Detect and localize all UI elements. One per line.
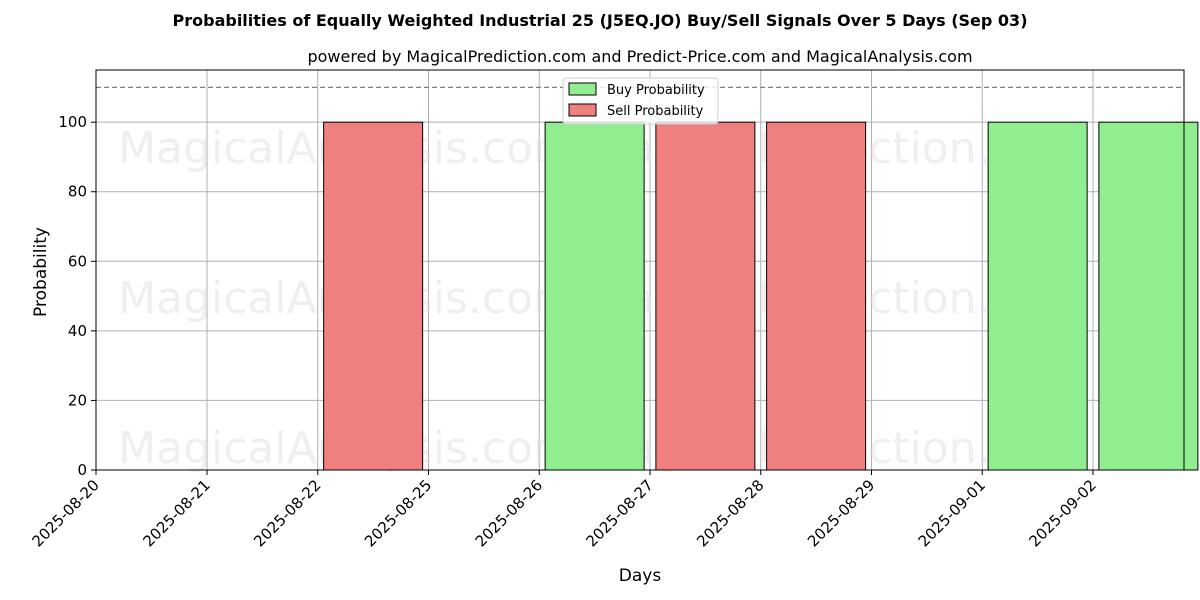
y-tick-label: 20: [68, 391, 87, 409]
bars: [323, 121, 1199, 471]
x-tick-label: 2025-08-25: [361, 476, 435, 550]
y-tick-label: 0: [77, 461, 87, 479]
legend-swatch-buy: [568, 82, 597, 96]
x-tick-label: 2025-08-29: [804, 476, 878, 550]
x-axis: 2025-08-20 2025-08-21 2025-08-22 2025-08-25…: [28, 470, 1100, 550]
x-tick-label: 2025-08-20: [28, 476, 102, 550]
y-tick-label: 80: [68, 183, 87, 201]
sell-bar: [323, 121, 424, 471]
legend-label-sell: Sell Probability: [607, 104, 704, 119]
y-tick-label: 60: [68, 252, 87, 270]
sell-bar: [655, 121, 756, 471]
y-axis-label: Probability: [31, 227, 51, 317]
x-tick-label: 2025-09-01: [915, 476, 989, 550]
buy-bar: [987, 121, 1088, 471]
x-tick-label: 2025-08-26: [472, 476, 546, 550]
buy-bar: [544, 121, 645, 471]
x-tick-label: 2025-08-27: [582, 476, 656, 550]
legend-label-buy: Buy Probability: [607, 83, 705, 98]
chart-subtitle: powered by MagicalPrediction.com and Pre…: [307, 47, 972, 66]
x-tick-label: 2025-08-21: [139, 476, 213, 550]
x-tick-label: 2025-09-02: [1025, 476, 1099, 550]
x-tick-label: 2025-08-22: [250, 476, 324, 550]
y-tick-label: 40: [68, 322, 87, 340]
buy-bar: [1098, 121, 1199, 471]
y-tick-label: 100: [58, 113, 87, 131]
x-axis-label: Days: [619, 566, 662, 586]
legend-swatch-sell: [568, 103, 597, 117]
plot-frame: [95, 69, 1185, 471]
x-tick-label: 2025-08-28: [693, 476, 767, 550]
legend-box: [562, 77, 719, 125]
y-axis: 0 20 40 60 80 100: [58, 113, 96, 479]
chart-title: Probabilities of Equally Weighted Indust…: [173, 11, 1028, 30]
legend: Buy Probability Sell Probability: [562, 77, 719, 125]
sell-bar: [766, 121, 867, 471]
